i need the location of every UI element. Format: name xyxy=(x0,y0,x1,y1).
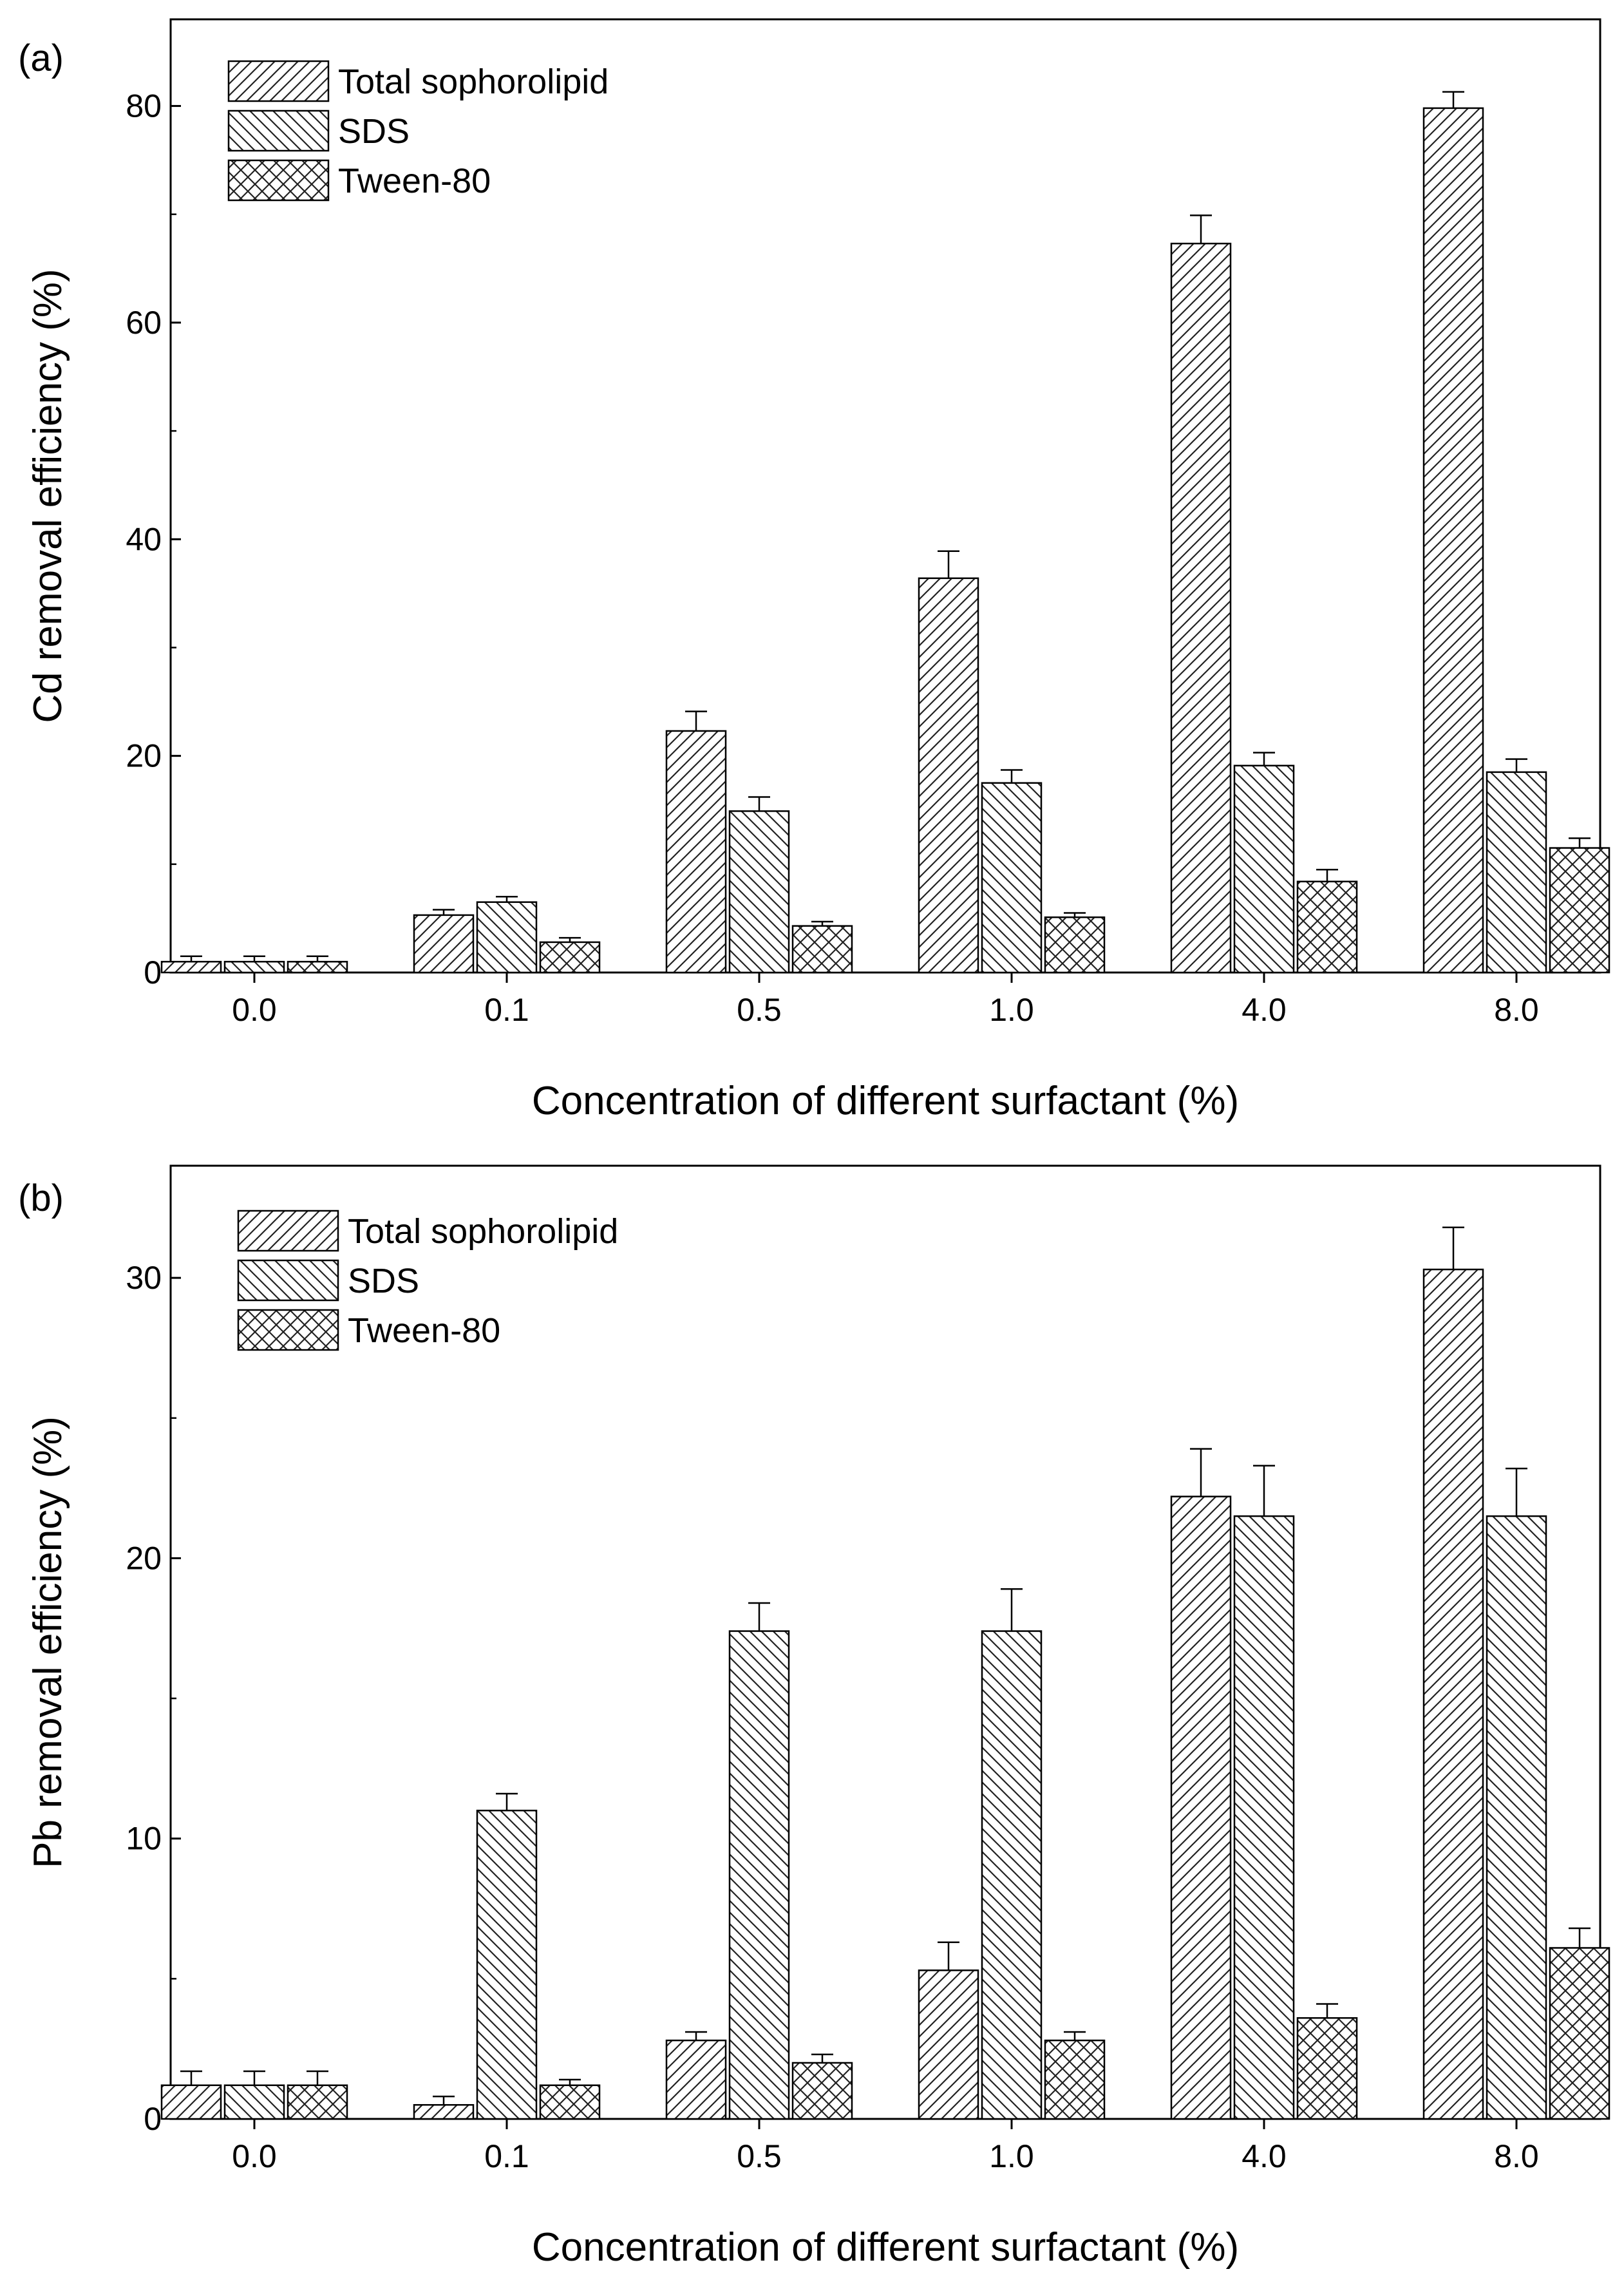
panel-a-bar-tween-80 xyxy=(1044,916,1106,974)
panel-a-bar-tween-80 xyxy=(287,960,348,974)
panel-b-x-tick-label: 4.0 xyxy=(1242,2138,1287,2174)
panel-b-bar-tween-80 xyxy=(791,2062,853,2120)
panel-a-x-tick-label: 0.5 xyxy=(737,992,782,1028)
panel-a-bar-tween-80 xyxy=(791,925,853,974)
panel-b-x-tick-label: 0.0 xyxy=(232,2138,277,2174)
panel-b-bar-tween-80 xyxy=(539,2084,601,2120)
panel-b-y-axis-title: Pb removal efficiency (%) xyxy=(26,1416,70,1868)
panel-a-bar-sds xyxy=(1486,771,1547,974)
panel-a-bar-sds xyxy=(223,960,285,974)
panel-b-bar-tween-80 xyxy=(1044,2039,1106,2120)
panel-b-legend-swatch-tween-80 xyxy=(237,1309,339,1351)
panel-b-bar-sds xyxy=(223,2084,285,2120)
panel-a-y-tick-label: 80 xyxy=(126,88,162,124)
panel-b-bar-tween-80 xyxy=(1549,1947,1610,2120)
panel-a-bar-total-sophorolipid xyxy=(918,577,979,974)
panel-b-x-tick-label: 8.0 xyxy=(1494,2138,1539,2174)
panel-b-bar-sds xyxy=(1486,1515,1547,2120)
panel-a-legend-label-total-sophorolipid: Total sophorolipid xyxy=(338,62,609,101)
panel-a-bar-total-sophorolipid xyxy=(413,914,475,974)
panel-b: (b) 0 10 20 30 0.0 0.1 0.5 1.0 4.0 8.0 Concentrat… xyxy=(18,1164,1610,2270)
panel-b-bar-total-sophorolipid xyxy=(1170,1495,1232,2120)
panel-a-legend-label-tween-80: Tween-80 xyxy=(338,162,491,200)
panel-b-plot-frame xyxy=(169,1164,1601,2120)
panel-a-x-axis-title: Concentration of different surfactant (%… xyxy=(532,1079,1239,1123)
panel-b-legend-label-sds: SDS xyxy=(348,1262,419,1300)
panel-b-marks: 0 10 20 30 0.0 0.1 0.5 1.0 4.0 8.0 xyxy=(126,1226,1610,2174)
panel-b-bar-total-sophorolipid xyxy=(413,2103,475,2120)
panel-a-x-tick-label: 0.0 xyxy=(232,992,277,1028)
panel-b-legend-swatch-total-sophorolipid xyxy=(237,1210,339,1252)
panel-a-x-tick-label: 0.1 xyxy=(484,992,529,1028)
panel-b-bar-sds xyxy=(1233,1515,1295,2120)
panel-b-legend-swatch-sds xyxy=(237,1259,339,1302)
panel-a-y-tick-label: 40 xyxy=(126,521,162,557)
panel-b-legend: Total sophorolipid SDS Tween-80 xyxy=(237,1210,618,1351)
panel-a-legend-swatch-total-sophorolipid xyxy=(227,60,330,102)
panel-a-legend: Total sophorolipid SDS Tween-80 xyxy=(227,60,609,202)
panel-b-y-tick-label: 30 xyxy=(126,1260,162,1296)
panel-b-y-tick-label: 10 xyxy=(126,1821,162,1857)
panel-a-bar-sds xyxy=(476,901,538,974)
panel-b-x-tick-label: 0.5 xyxy=(737,2138,782,2174)
panel-b-x-tick-label: 1.0 xyxy=(989,2138,1034,2174)
panel-a-y-tick-label: 0 xyxy=(144,954,162,991)
panel-b-bar-sds xyxy=(728,1630,790,2120)
panel-a-label: (a) xyxy=(18,37,64,79)
panel-b-bar-sds xyxy=(476,1809,538,2120)
panel-a-bar-sds xyxy=(1233,764,1295,974)
panel-a-legend-swatch-tween-80 xyxy=(227,159,330,202)
panel-a-bar-tween-80 xyxy=(1296,880,1358,974)
panel-a: (a) 0 20 40 60 80 0.0 0.1 0.5 1.0 4.0 8.0 Concentr… xyxy=(18,18,1610,1123)
panel-a-y-tick-label: 60 xyxy=(126,305,162,341)
panel-a-x-tick-label: 8.0 xyxy=(1494,992,1539,1028)
panel-b-bar-total-sophorolipid xyxy=(1422,1268,1484,2120)
panel-a-bar-total-sophorolipid xyxy=(665,730,727,974)
panel-a-y-axis-title: Cd removal efficiency (%) xyxy=(26,269,70,723)
panel-b-bar-total-sophorolipid xyxy=(665,2039,727,2120)
panel-a-y-tick-label: 20 xyxy=(126,738,162,774)
panel-a-bar-total-sophorolipid xyxy=(160,960,222,974)
panel-a-bar-tween-80 xyxy=(539,941,601,974)
panel-b-bar-tween-80 xyxy=(287,2084,348,2120)
panel-b-bar-tween-80 xyxy=(1296,2017,1358,2120)
panel-b-bar-total-sophorolipid xyxy=(160,2084,222,2120)
panel-b-x-axis-title: Concentration of different surfactant (%… xyxy=(532,2225,1239,2270)
panel-b-bar-sds xyxy=(981,1630,1043,2120)
panel-a-bar-total-sophorolipid xyxy=(1170,242,1232,974)
panel-b-bar-total-sophorolipid xyxy=(918,1969,979,2120)
panel-a-x-tick-label: 1.0 xyxy=(989,992,1034,1028)
panel-b-y-tick-label: 0 xyxy=(144,2101,162,2137)
panel-b-y-tick-label: 20 xyxy=(126,1540,162,1576)
panel-a-plot-frame xyxy=(169,18,1601,974)
panel-a-x-tick-label: 4.0 xyxy=(1242,992,1287,1028)
panel-b-label: (b) xyxy=(18,1177,64,1219)
panel-a-bar-tween-80 xyxy=(1549,847,1610,974)
panel-a-marks: 0 20 40 60 80 0.0 0.1 0.5 1.0 4.0 8.0 xyxy=(126,88,1610,1028)
panel-a-legend-swatch-sds xyxy=(227,109,330,152)
panel-a-bar-total-sophorolipid xyxy=(1422,107,1484,974)
panel-b-legend-label-total-sophorolipid: Total sophorolipid xyxy=(348,1212,618,1251)
panel-b-x-tick-label: 0.1 xyxy=(484,2138,529,2174)
panel-b-legend-label-tween-80: Tween-80 xyxy=(348,1311,500,1350)
panel-a-legend-label-sds: SDS xyxy=(338,112,410,151)
panel-a-bar-sds xyxy=(728,810,790,974)
panel-a-bar-sds xyxy=(981,782,1043,974)
